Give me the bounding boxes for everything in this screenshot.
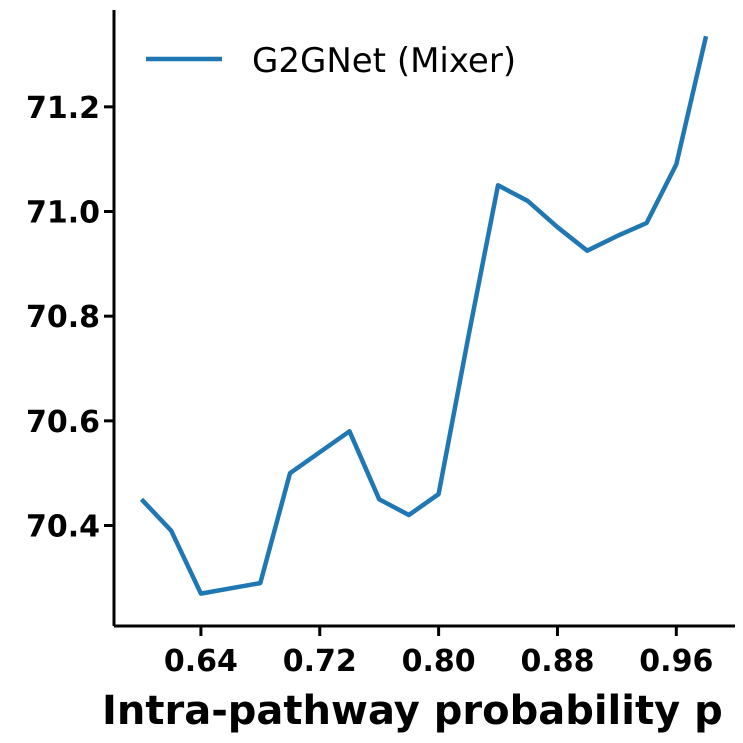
x-tick-label: 0.80 [402, 644, 476, 679]
legend-label: G2GNet (Mixer) [252, 41, 516, 81]
ticks-layer: 70.4 70.6 70.8 71.0 71.2 0.64 0.72 0.80 0.88 0.96 [26, 91, 713, 679]
x-tick-label: 0.72 [283, 644, 357, 679]
x-axis-label: Intra-pathway probability p [102, 688, 723, 734]
y-tick-label: 70.8 [26, 300, 100, 335]
x-tick-label: 0.64 [164, 644, 238, 679]
x-tick-label: 0.88 [520, 644, 594, 679]
series-line [139, 35, 709, 596]
y-tick-label: 71.0 [26, 195, 100, 230]
legend: G2GNet (Mixer) [146, 41, 516, 81]
series-layer [139, 35, 709, 596]
x-tick-label: 0.96 [639, 644, 713, 679]
y-tick-label: 70.6 [26, 405, 100, 440]
y-tick-label: 71.2 [26, 91, 100, 126]
y-tick-label: 70.4 [26, 510, 100, 545]
